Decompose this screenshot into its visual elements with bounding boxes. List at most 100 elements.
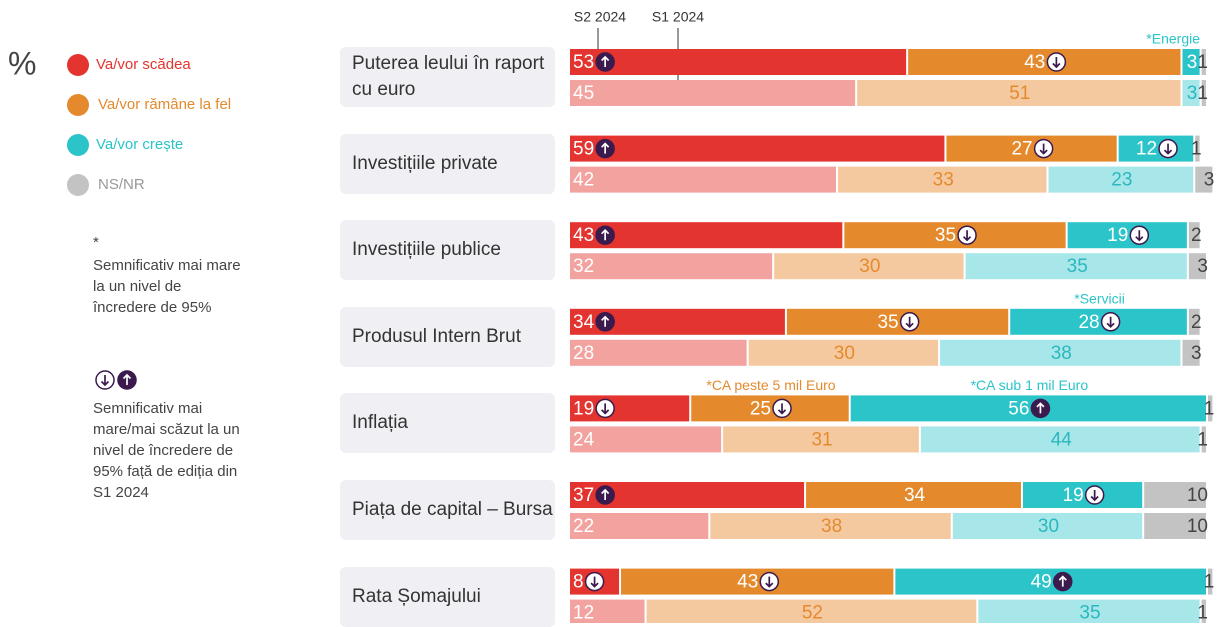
bar-segment (774, 253, 964, 280)
value-label: 25 (750, 398, 771, 419)
value-label-group: 43 (1024, 52, 1067, 73)
value-label: 37 (573, 485, 594, 506)
value-label-group: 24 (573, 429, 595, 450)
value-label: 24 (573, 429, 595, 450)
value-label: 1 (1191, 139, 1202, 160)
bar-segment (1201, 49, 1206, 75)
bar-segment (646, 599, 977, 623)
significance-arrow (601, 403, 610, 415)
legend-swatch (67, 134, 89, 156)
bar-segment (691, 395, 849, 422)
bar-segment (952, 513, 1143, 539)
category-label: Produsul Intern Brut (340, 306, 555, 367)
value-label-group: 8 (573, 572, 605, 593)
bar-segment (621, 568, 894, 595)
value-label: 1 (1204, 572, 1215, 593)
unit-label: % (8, 45, 36, 81)
note-text: Semnificativ mai mare/mai scăzut la un n… (93, 400, 240, 501)
bar-segment (1188, 253, 1206, 280)
legend-label: NS/NR (98, 176, 145, 193)
significance-arrow (1135, 230, 1144, 242)
value-label: 19 (1107, 225, 1128, 246)
value-label-group: 1 (1191, 139, 1202, 160)
value-label: 34 (573, 312, 595, 333)
bar-segment (1195, 166, 1213, 193)
value-label: 45 (573, 83, 594, 104)
value-label: 53 (573, 52, 594, 73)
value-label-group: 10 (1187, 485, 1208, 506)
value-label: 44 (1051, 429, 1073, 450)
value-label: 23 (1111, 170, 1132, 191)
bar-segment (570, 222, 843, 249)
annotation: *CA sub 1 mil Euro (971, 377, 1089, 393)
value-label: 43 (573, 225, 594, 246)
value-label-group: 1 (1197, 603, 1208, 623)
value-label-group: 19 (1107, 225, 1150, 246)
bar-segment (844, 222, 1066, 249)
value-label: 1 (1197, 603, 1208, 623)
value-label-group: 30 (859, 256, 880, 277)
value-label-group: 3 (1191, 343, 1202, 364)
value-label-group: 42 (573, 170, 594, 191)
value-label-group: 23 (1111, 170, 1132, 191)
bar-segment (837, 166, 1047, 193)
value-label: 3 (1197, 256, 1208, 277)
value-label: 3 (1187, 83, 1198, 104)
note: * Semnificativ mai mare la un nivel de î… (93, 232, 253, 318)
bar-segment (570, 395, 690, 422)
value-label-group: 19 (1063, 485, 1105, 506)
significance-arrow (601, 142, 610, 154)
value-label-group: 32 (573, 256, 594, 277)
bar-segment (570, 339, 747, 366)
value-label: 12 (1136, 139, 1157, 160)
bar-segment (1201, 426, 1206, 453)
value-label: 27 (1011, 139, 1032, 160)
legend-swatch (67, 174, 89, 196)
bar-segment (710, 513, 951, 539)
value-label: 38 (821, 516, 842, 537)
value-label-group: 12 (573, 603, 594, 623)
bar-segment (570, 135, 945, 162)
category-label: Piața de capital – Bursa (340, 480, 555, 540)
significance-arrow (601, 488, 610, 500)
value-label-group: 2 (1191, 312, 1202, 333)
annotation: *Servicii (1074, 291, 1125, 307)
value-label-group: 37 (573, 485, 615, 506)
value-label: 22 (573, 516, 594, 537)
bar-segment (1118, 135, 1194, 162)
significance-arrow (962, 230, 972, 242)
note-text: Semnificativ mai mare la un nivel de înc… (93, 257, 241, 316)
value-label-group: 3 (1204, 170, 1215, 191)
value-label-group: 56 (1008, 398, 1051, 419)
legend-swatch (67, 94, 89, 116)
value-label: 8 (573, 572, 584, 593)
bar-segment (723, 426, 919, 453)
bar-segment (920, 426, 1200, 453)
value-label-group: 10 (1187, 516, 1208, 537)
bar-segment (570, 80, 856, 106)
value-label-group: 51 (1009, 83, 1030, 104)
bar-segment (1022, 482, 1143, 508)
value-label: 19 (1063, 485, 1084, 506)
value-label: 31 (811, 429, 832, 450)
bar-segment (1182, 339, 1200, 366)
significance-arrow (1163, 143, 1173, 155)
value-label-group: 35 (877, 312, 920, 333)
bar-segment (1201, 599, 1206, 623)
value-label-group: 12 (1136, 139, 1178, 160)
value-label-group: 45 (573, 83, 594, 104)
legend-swatch (67, 54, 89, 76)
value-label-group: 44 (1051, 429, 1073, 450)
value-label-group: 28 (1078, 312, 1121, 333)
bar-segment (978, 599, 1200, 623)
value-label-group: 1 (1204, 572, 1215, 593)
value-label-group: 3 (1187, 52, 1198, 73)
value-label: 3 (1187, 52, 1198, 73)
value-label-group: 22 (573, 516, 594, 537)
bar-segment (1208, 395, 1213, 422)
legend-label: Va/vor crește (96, 136, 183, 153)
significance-arrow (1036, 402, 1045, 414)
significance-arrow (601, 315, 610, 327)
value-label-group: 30 (1038, 516, 1059, 537)
value-label-group: 31 (811, 429, 832, 450)
